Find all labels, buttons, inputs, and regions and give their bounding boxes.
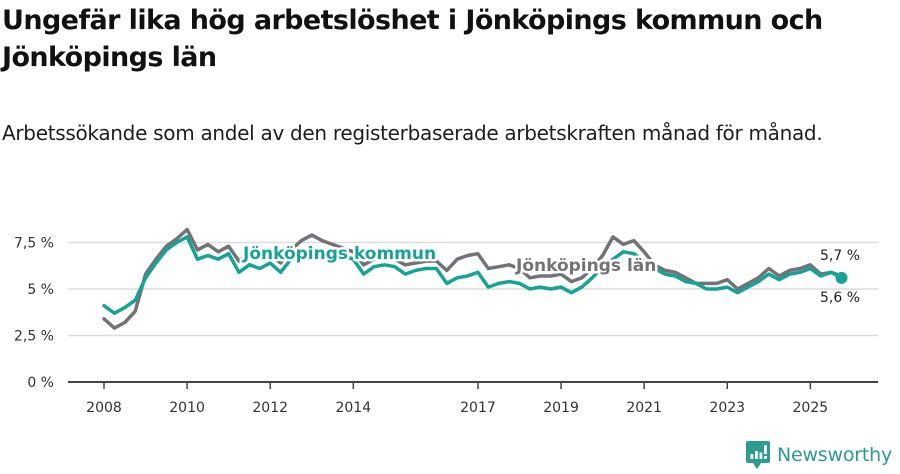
x-axis-ticks: 2008 2010 2012 2014 2017 2019 2021 2023 2025 — [86, 382, 828, 416]
newsworthy-brand: Newsworthy — [745, 440, 892, 470]
series-end-marker — [835, 271, 848, 284]
x-tick-label: 2025 — [793, 400, 829, 416]
x-tick-label: 2010 — [169, 400, 205, 416]
x-tick-label: 2023 — [709, 400, 745, 416]
series-line-jonkopings-kommun — [102, 235, 844, 315]
newsworthy-logo-icon — [745, 441, 770, 469]
x-tick-label: 2008 — [86, 400, 122, 416]
y-tick-label: 0 % — [27, 375, 54, 391]
chart-title: Ungefär lika hög arbetslöshet i Jönköpin… — [2, 5, 823, 73]
series-label-jonkopings-lan: Jönköpings län — [515, 256, 656, 276]
x-tick-label: 2014 — [335, 400, 371, 416]
y-tick-label: 7,5 % — [14, 236, 54, 252]
gridlines — [68, 241, 878, 337]
x-tick-label: 2019 — [543, 400, 579, 416]
x-tick-label: 2012 — [252, 400, 288, 416]
brand-name: Newsworthy — [776, 444, 892, 466]
series-line-jonkopings-lan — [102, 227, 844, 330]
end-value-label-lan: 5,7 % — [820, 248, 860, 264]
x-tick-label: 2021 — [626, 400, 662, 416]
chart-subtitle: Arbetssökande som andel av den registerb… — [2, 121, 823, 145]
series-label-jonkopings-kommun: Jönköpings kommun — [242, 244, 436, 264]
end-value-label-kommun: 5,6 % — [820, 290, 860, 306]
x-tick-label: 2017 — [460, 400, 496, 416]
y-tick-label: 2,5 % — [14, 329, 54, 345]
y-axis-labels: 0 % 2,5 % 5 % 7,5 % — [14, 236, 54, 392]
y-tick-label: 5 % — [27, 282, 54, 298]
